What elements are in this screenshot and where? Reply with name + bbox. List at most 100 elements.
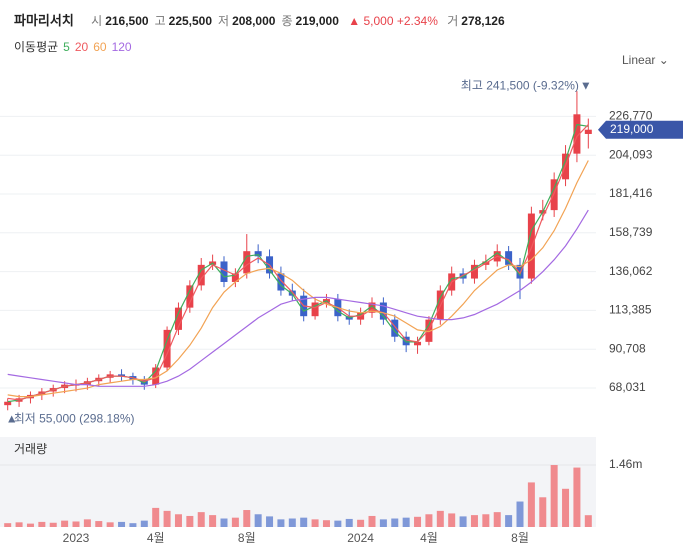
- ma-line: [7, 160, 589, 398]
- candle-body: [311, 302, 319, 317]
- scale-select[interactable]: Linear ⌄: [622, 53, 669, 67]
- volume-bar: [459, 516, 467, 527]
- volume-bar: [322, 520, 330, 527]
- y-tick-label: 158,739: [609, 225, 653, 239]
- volume-bar: [152, 507, 160, 527]
- panel-title: 거래량: [14, 442, 47, 456]
- max-marker: ▼: [580, 78, 592, 92]
- volume-bar: [573, 467, 581, 527]
- candle-body: [391, 319, 399, 337]
- candle-body: [584, 129, 592, 134]
- volume-bar: [254, 514, 262, 527]
- candle-body: [414, 341, 422, 346]
- volume-bar: [83, 519, 91, 527]
- quote-label: 고: [154, 14, 166, 28]
- candle-body: [402, 336, 410, 346]
- volume-bar: [539, 497, 547, 527]
- volume-bar: [49, 522, 57, 527]
- y-tick-label: 90,708: [609, 341, 646, 355]
- y-tick-label: 113,385: [609, 303, 652, 317]
- volume-bar: [243, 510, 251, 527]
- y-tick-label: 181,416: [609, 186, 653, 200]
- volume-bar: [186, 515, 194, 527]
- quote-label: 시: [91, 14, 103, 28]
- quote-value: 208,000: [232, 14, 276, 28]
- y-tick-label: 136,062: [609, 264, 653, 278]
- volume-bar: [414, 516, 422, 527]
- candle-body: [277, 273, 285, 291]
- y-tick-label: 68,031: [609, 380, 646, 394]
- volume-panel: [0, 437, 596, 527]
- volume-bar: [300, 517, 308, 527]
- volume-bar: [15, 522, 23, 527]
- legend-entry: 20: [74, 40, 89, 54]
- volume-bar: [550, 465, 558, 527]
- volume-bar: [402, 517, 410, 527]
- scale-label[interactable]: Linear: [622, 53, 656, 67]
- candle-body: [4, 401, 12, 406]
- stock-name: 파마리서치: [14, 13, 74, 28]
- ma-title: 이동평균: [14, 40, 59, 54]
- quote-value: 225,500: [168, 14, 213, 28]
- quote-label: 종: [281, 14, 293, 28]
- candle-body: [197, 264, 205, 286]
- volume-bar: [527, 482, 535, 527]
- min-label: 최저 55,000 (298.18%): [14, 411, 135, 425]
- x-tick-label: 2023: [63, 531, 90, 545]
- x-tick-label: 4월: [420, 531, 438, 545]
- candle-body: [459, 273, 467, 279]
- volume-bar: [140, 520, 148, 527]
- volume-value: 278,126: [461, 14, 505, 28]
- x-tick-label: 2024: [347, 531, 374, 545]
- quote-value: 219,000: [295, 14, 339, 28]
- candle-body: [470, 264, 478, 279]
- candle-body: [516, 264, 524, 279]
- y-tick-label: 204,093: [609, 147, 653, 161]
- volume-bar: [231, 517, 239, 527]
- quote-value: 216,500: [105, 14, 149, 28]
- volume-bar: [209, 515, 217, 527]
- x-tick-label: 4월: [147, 531, 165, 545]
- candle-body: [118, 374, 126, 377]
- volume-label: 거: [447, 14, 459, 28]
- change-pct: +2.34%: [396, 14, 438, 28]
- volume-bar: [562, 488, 570, 527]
- volume-bar: [197, 512, 205, 527]
- ma-line: [7, 123, 589, 403]
- volume-bar: [288, 518, 296, 527]
- volume-bar: [118, 521, 126, 527]
- y-tick-label: 226,770: [609, 109, 653, 123]
- candle-body: [527, 213, 535, 279]
- candle-body: [254, 251, 262, 257]
- volume-bar: [505, 515, 513, 527]
- volume-bar: [95, 521, 103, 527]
- quote-items: 시 216,500 고 225,500 저 208,000 종 219,000: [85, 14, 339, 28]
- candle-body: [152, 367, 160, 385]
- ma-line: [7, 209, 589, 387]
- volume-bar: [174, 514, 182, 527]
- candle-body: [505, 251, 513, 265]
- volume-bar: [106, 522, 114, 527]
- volume-bar: [436, 510, 444, 527]
- volume-bar: [72, 521, 80, 527]
- last-price-label: 219,000: [610, 122, 654, 136]
- legend-entry: 60: [93, 40, 107, 54]
- volume-bar: [516, 501, 524, 527]
- volume-bar: [61, 520, 69, 527]
- candle-body: [186, 285, 194, 308]
- quote-label: 저: [218, 14, 230, 28]
- candle-body: [243, 251, 251, 274]
- header: 파마리서치 시 216,500 고 225,500 저 208,000 종 219,000 ▲…: [14, 10, 505, 29]
- volume-bar: [345, 518, 353, 527]
- volume-bar: [357, 519, 365, 527]
- legend-entry: 120: [111, 40, 132, 54]
- last-price-tag: [598, 120, 683, 139]
- volume-bar: [163, 510, 171, 527]
- volume-bar: [220, 518, 228, 527]
- candle-body: [573, 114, 581, 154]
- volume-bar: [38, 521, 46, 527]
- volume-bar: [334, 520, 342, 527]
- max-label: 최고 241,500 (-9.32%): [461, 78, 579, 92]
